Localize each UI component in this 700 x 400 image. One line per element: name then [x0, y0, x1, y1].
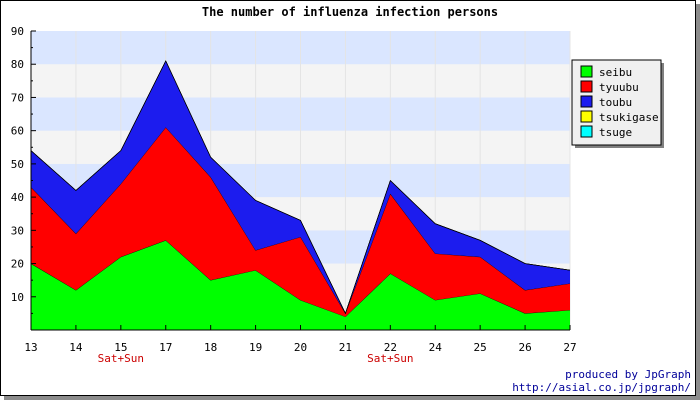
y-tick-label: 40	[11, 191, 24, 204]
y-tick-label: 80	[11, 58, 24, 71]
x-tick-label: 19	[249, 341, 262, 354]
x-sublabel: Sat+Sun	[367, 352, 413, 365]
x-tick-label: 26	[518, 341, 531, 354]
x-tick-label: 24	[429, 341, 443, 354]
chart-title: The number of influenza infection person…	[202, 5, 498, 19]
y-tick-labels: 10 20 30 40 50 60 70 80 90	[11, 25, 24, 304]
area-series-toubu	[31, 60, 570, 314]
legend-label-toubu: toubu	[599, 96, 632, 109]
axes	[30, 30, 571, 331]
x-tick-label: 27	[563, 341, 576, 354]
x-tick-label: 22	[384, 341, 397, 354]
x-tick-label: 17	[159, 341, 172, 354]
x-tick-label: 13	[24, 341, 37, 354]
area-series-tyuubu	[31, 127, 570, 317]
legend-swatch-toubu	[580, 95, 593, 108]
x-tick-labels: 13 14 15 17 18 19 20 21 22 24 25 26 27 Sat+Sun Sat+Sun	[24, 341, 576, 365]
series-areas	[30, 60, 571, 330]
credit-line-1: produced by JpGraph	[565, 368, 691, 381]
legend-swatch-tsukigase	[580, 110, 593, 123]
x-tick-label: 21	[339, 341, 352, 354]
x-tick-label: 20	[294, 341, 307, 354]
y-tick-label: 60	[11, 125, 24, 138]
x-tick-label: 15	[114, 341, 127, 354]
y-tick-label: 70	[11, 91, 24, 104]
legend-swatch-seibu	[580, 65, 593, 78]
y-tick-label: 30	[11, 224, 24, 237]
y-tick-label: 10	[11, 291, 24, 304]
x-tick-label: 18	[204, 341, 217, 354]
y-tick-label: 90	[11, 25, 24, 38]
legend-swatch-tyuubu	[580, 80, 593, 93]
legend-label-tsukigase: tsukigase	[599, 111, 659, 124]
legend-swatch-tsuge	[580, 125, 593, 138]
x-tick-label: 14	[69, 341, 83, 354]
area-outline-tsuge	[30, 60, 571, 315]
legend-label-tyuubu: tyuubu	[599, 81, 639, 94]
legend: seibu tyuubu toubu tsukigase tsuge	[571, 59, 664, 148]
y-tick-label: 20	[11, 258, 24, 271]
credit-line-2: http://asial.co.jp/jpgraph/	[512, 381, 691, 394]
x-tick-label: 25	[474, 341, 487, 354]
legend-label-tsuge: tsuge	[599, 126, 632, 139]
legend-label-seibu: seibu	[599, 66, 632, 79]
area-series-seibu	[31, 240, 570, 330]
y-tick-label: 50	[11, 158, 24, 171]
x-sublabel: Sat+Sun	[98, 352, 144, 365]
